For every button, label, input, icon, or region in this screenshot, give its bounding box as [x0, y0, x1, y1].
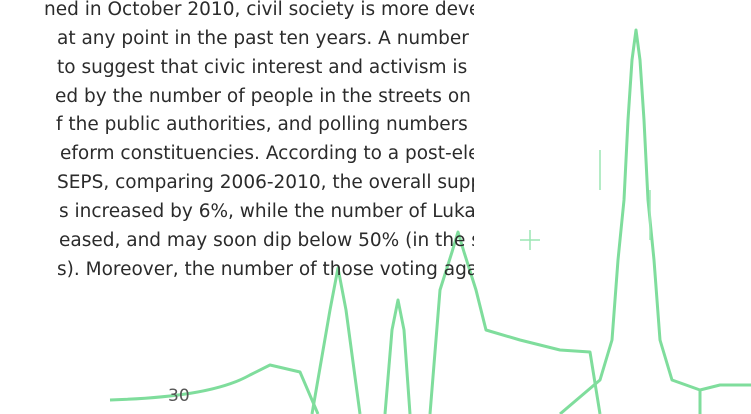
text-line: ed by the number of people in the street… — [55, 84, 474, 110]
text-line: at any point in the past ten years. A nu… — [57, 26, 474, 52]
text-line: s). Moreover, the number of those voting… — [57, 257, 474, 283]
text-line: to suggest that civic interest and activ… — [57, 55, 474, 81]
document-page: ned in October 2010, civil society is mo… — [0, 0, 751, 414]
text-line: f the public authorities, and polling nu… — [56, 112, 474, 138]
text-line: s increased by 6%, while the number of L… — [59, 199, 474, 225]
page-number: 30 — [168, 386, 190, 406]
text-line: eform constituencies. According to a pos… — [60, 141, 474, 167]
text-line: SEPS, comparing 2006-2010, the overall s… — [57, 170, 474, 196]
text-line: ned in October 2010, civil society is mo… — [44, 0, 474, 23]
text-line: eased, and may soon dip below 50% (in th… — [59, 228, 474, 254]
